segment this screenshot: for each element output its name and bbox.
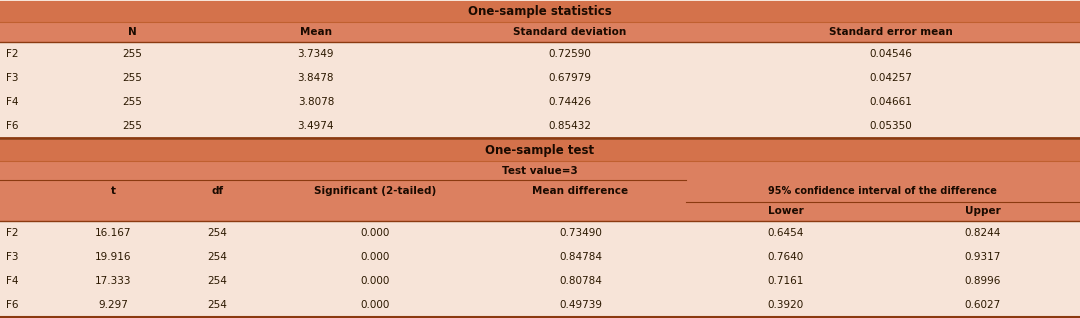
Text: 0.6454: 0.6454 xyxy=(768,228,804,238)
Text: 19.916: 19.916 xyxy=(95,252,132,262)
Text: 3.8078: 3.8078 xyxy=(298,97,334,107)
Text: 3.7349: 3.7349 xyxy=(298,49,334,59)
Text: 16.167: 16.167 xyxy=(95,228,132,238)
Text: 0.8244: 0.8244 xyxy=(964,228,1001,238)
Bar xyxy=(0,221,1080,245)
Text: 0.6027: 0.6027 xyxy=(964,300,1001,310)
Bar xyxy=(0,180,1080,202)
Text: F2: F2 xyxy=(6,49,19,59)
Text: 0.05350: 0.05350 xyxy=(869,121,913,131)
Text: 0.73490: 0.73490 xyxy=(559,228,602,238)
Bar xyxy=(0,114,1080,138)
Text: 0.04661: 0.04661 xyxy=(869,97,913,107)
Text: 255: 255 xyxy=(122,97,143,107)
Text: One-sample statistics: One-sample statistics xyxy=(468,5,612,18)
Bar xyxy=(0,22,1080,42)
Text: Test value=3: Test value=3 xyxy=(502,165,578,176)
Text: 0.000: 0.000 xyxy=(361,276,390,286)
Text: 0.84784: 0.84784 xyxy=(559,252,602,262)
Text: 95% confidence interval of the difference: 95% confidence interval of the differenc… xyxy=(769,186,997,196)
Text: Lower: Lower xyxy=(768,206,804,217)
Text: 255: 255 xyxy=(122,121,143,131)
Bar xyxy=(0,66,1080,90)
Text: 0.8996: 0.8996 xyxy=(964,276,1001,286)
Text: df: df xyxy=(212,186,224,196)
Text: 3.8478: 3.8478 xyxy=(298,73,334,83)
Text: 17.333: 17.333 xyxy=(95,276,132,286)
Text: 3.4974: 3.4974 xyxy=(298,121,334,131)
Text: 0.04546: 0.04546 xyxy=(869,49,913,59)
Text: Standard error mean: Standard error mean xyxy=(829,27,953,37)
Text: N: N xyxy=(127,27,137,37)
Text: 0.000: 0.000 xyxy=(361,252,390,262)
Text: 9.297: 9.297 xyxy=(98,300,129,310)
Text: One-sample test: One-sample test xyxy=(485,144,595,157)
Text: 254: 254 xyxy=(207,228,228,238)
Text: 0.000: 0.000 xyxy=(361,300,390,310)
Text: 0.49739: 0.49739 xyxy=(559,300,602,310)
Bar xyxy=(0,140,1080,161)
Text: 255: 255 xyxy=(122,73,143,83)
Text: 0.9317: 0.9317 xyxy=(964,252,1001,262)
Text: Mean difference: Mean difference xyxy=(532,186,629,196)
Text: 0.7640: 0.7640 xyxy=(768,252,804,262)
Text: Mean: Mean xyxy=(300,27,332,37)
Text: 255: 255 xyxy=(122,49,143,59)
Text: 254: 254 xyxy=(207,252,228,262)
Text: F6: F6 xyxy=(6,300,19,310)
Bar xyxy=(0,269,1080,293)
Text: t: t xyxy=(111,186,116,196)
Text: F4: F4 xyxy=(6,276,19,286)
Text: 0.000: 0.000 xyxy=(361,228,390,238)
Text: 0.67979: 0.67979 xyxy=(549,73,591,83)
Text: F3: F3 xyxy=(6,73,19,83)
Text: 0.72590: 0.72590 xyxy=(549,49,591,59)
Bar xyxy=(0,90,1080,114)
Text: 254: 254 xyxy=(207,300,228,310)
Text: Standard deviation: Standard deviation xyxy=(513,27,626,37)
Text: 0.04257: 0.04257 xyxy=(869,73,913,83)
Text: 0.74426: 0.74426 xyxy=(549,97,591,107)
Text: 254: 254 xyxy=(207,276,228,286)
Text: 0.3920: 0.3920 xyxy=(768,300,804,310)
Text: F4: F4 xyxy=(6,97,19,107)
Bar xyxy=(0,245,1080,269)
Text: 0.80784: 0.80784 xyxy=(559,276,602,286)
Bar xyxy=(0,161,1080,180)
Text: 0.7161: 0.7161 xyxy=(768,276,804,286)
Text: F6: F6 xyxy=(6,121,19,131)
Text: F3: F3 xyxy=(6,252,19,262)
Text: Upper: Upper xyxy=(964,206,1001,217)
Bar xyxy=(0,42,1080,66)
Bar xyxy=(0,293,1080,317)
Bar xyxy=(0,202,1080,221)
Bar xyxy=(0,1,1080,22)
Text: Significant (2-tailed): Significant (2-tailed) xyxy=(314,186,436,196)
Text: F2: F2 xyxy=(6,228,19,238)
Text: 0.85432: 0.85432 xyxy=(549,121,591,131)
